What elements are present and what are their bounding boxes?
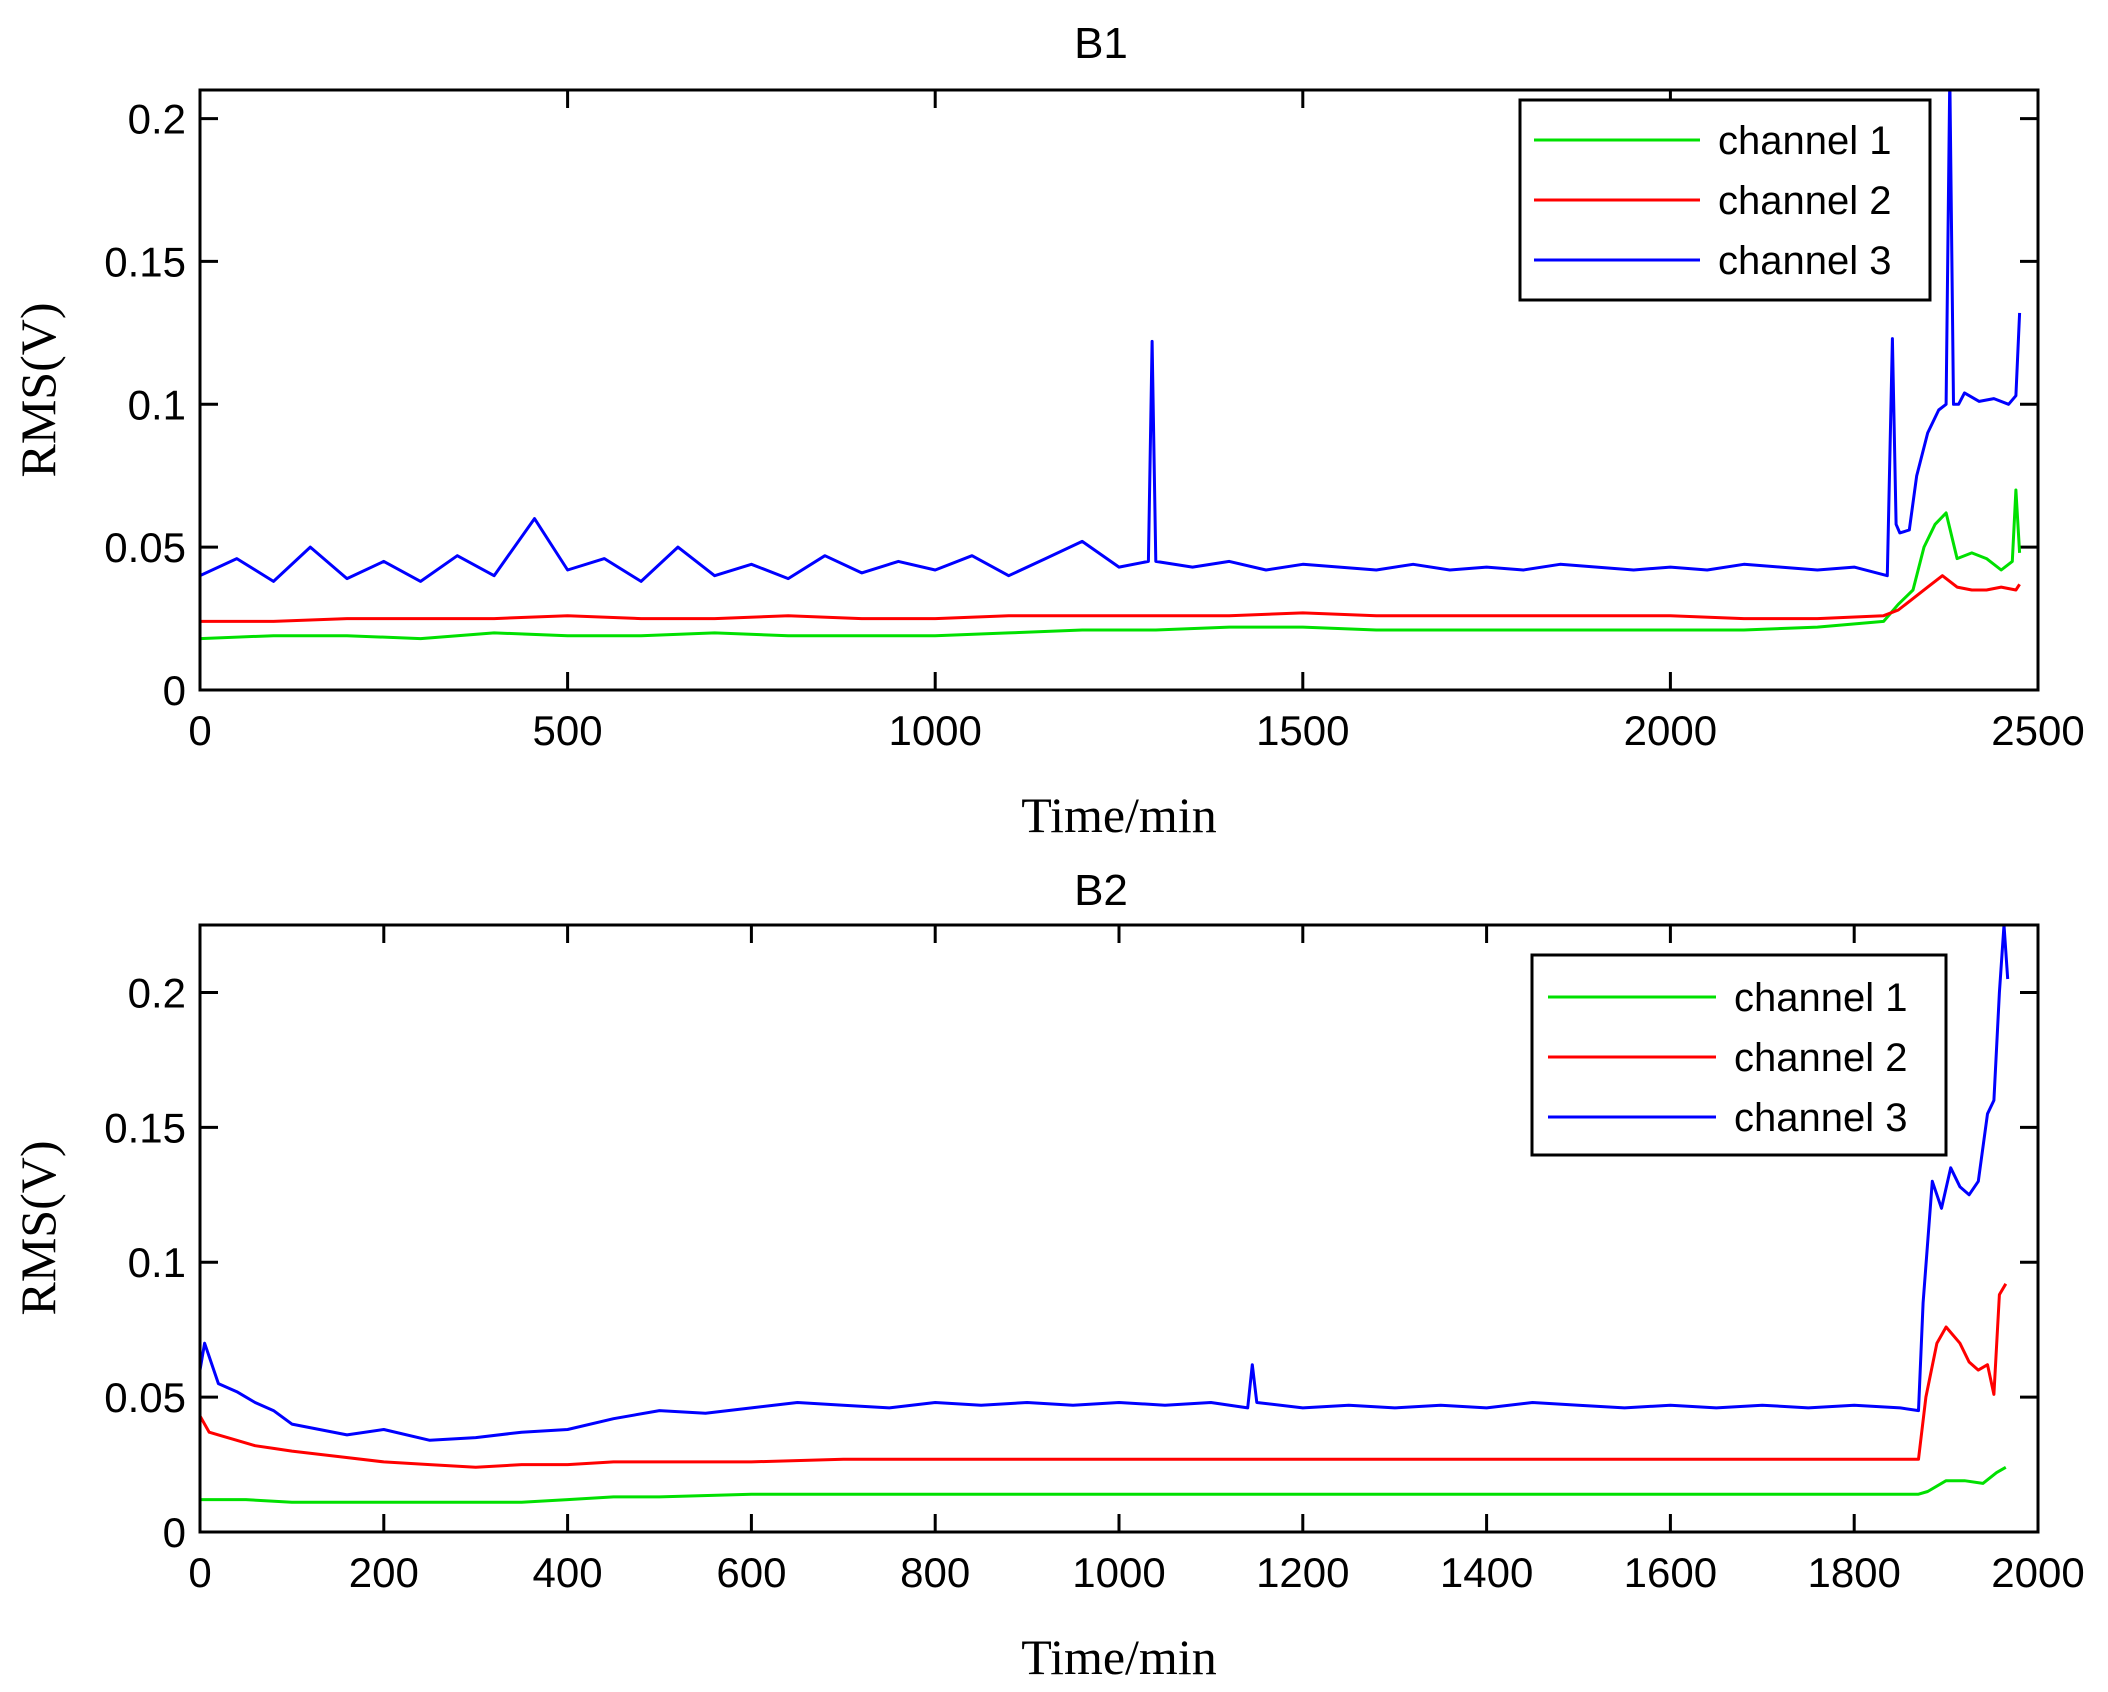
x-tick-label: 0 <box>188 707 211 754</box>
data-lines <box>200 90 2022 641</box>
x-tick-label: 200 <box>349 1549 419 1596</box>
y-tick-label: 0.15 <box>104 1104 186 1151</box>
legend-label-channel-1: channel 1 <box>1718 119 1891 163</box>
y-axis-label: RMS(V) <box>10 302 66 477</box>
legend-label-channel-2: channel 2 <box>1718 179 1891 223</box>
y-tick-label: 0.15 <box>104 238 186 285</box>
x-axis-label: Time/min <box>1021 1629 1216 1685</box>
x-axis-label: Time/min <box>1021 787 1216 843</box>
x-tick-label: 2500 <box>1991 707 2084 754</box>
y-tick-label: 0 <box>163 667 186 714</box>
x-tick-label: 400 <box>533 1549 603 1596</box>
x-tick-label: 1200 <box>1256 1549 1349 1596</box>
x-tick-label: 2000 <box>1624 707 1717 754</box>
y-axis-label: RMS(V) <box>10 1140 66 1315</box>
legend-label-channel-1: channel 1 <box>1734 976 1907 1020</box>
data-lines <box>200 925 2010 1504</box>
chart-title: B2 <box>1074 866 1128 915</box>
x-tick-label: 1500 <box>1256 707 1349 754</box>
plot-frame <box>198 88 2040 692</box>
plot-frame <box>198 923 2040 1534</box>
tick-labels: 0 500 1000 1500 2000 2500 0 0.05 0.1 0.15 0.2 <box>104 96 2084 754</box>
x-tick-label: 1800 <box>1807 1549 1900 1596</box>
x-tick-label: 1400 <box>1440 1549 1533 1596</box>
y-tick-label: 0.2 <box>128 96 186 143</box>
legend-label-channel-3: channel 3 <box>1734 1096 1907 1140</box>
y-tick-label: 0.1 <box>128 1239 186 1286</box>
y-tick-label: 0.2 <box>128 969 186 1016</box>
tick-labels: 0 200 400 600 800 1000 1200 1400 1600 1800 2000 0 0.… <box>104 969 2084 1596</box>
x-tick-label: 500 <box>533 707 603 754</box>
series-line-channel-3 <box>200 925 2010 1442</box>
x-tick-label: 1000 <box>1072 1549 1165 1596</box>
series-line-channel-2 <box>200 1283 2008 1469</box>
legend-label-channel-3: channel 3 <box>1718 239 1891 283</box>
y-tick-label: 0.1 <box>128 381 186 428</box>
y-tick-label: 0.05 <box>104 524 186 571</box>
y-tick-label: 0 <box>163 1509 186 1556</box>
chart-title: B1 <box>1074 19 1128 68</box>
series-line-channel-1 <box>200 488 2022 641</box>
x-tick-label: 2000 <box>1991 1549 2084 1596</box>
legend-box <box>1530 953 1948 1157</box>
legend: channel 1 channel 2 channel 3 <box>1530 953 1948 1157</box>
legend: channel 1 channel 2 channel 3 <box>1518 98 1932 302</box>
x-tick-label: 0 <box>188 1549 211 1596</box>
chart-b2: B2 0 200 400 600 800 1000 1200 1400 1600 1800 2000… <box>10 866 2085 1685</box>
series-line-channel-3 <box>200 90 2022 583</box>
x-tick-label: 1000 <box>888 707 981 754</box>
series-line-channel-1 <box>200 1466 2007 1504</box>
y-tick-label: 0.05 <box>104 1374 186 1421</box>
x-tick-label: 600 <box>716 1549 786 1596</box>
legend-label-channel-2: channel 2 <box>1734 1036 1907 1080</box>
series-line-channel-2 <box>200 574 2021 623</box>
chart-b1: B1 0 500 1000 1500 2000 2500 0 0.05 0.1 0.15 0.2 T… <box>10 19 2085 843</box>
x-tick-label: 1600 <box>1624 1549 1717 1596</box>
x-tick-label: 800 <box>900 1549 970 1596</box>
